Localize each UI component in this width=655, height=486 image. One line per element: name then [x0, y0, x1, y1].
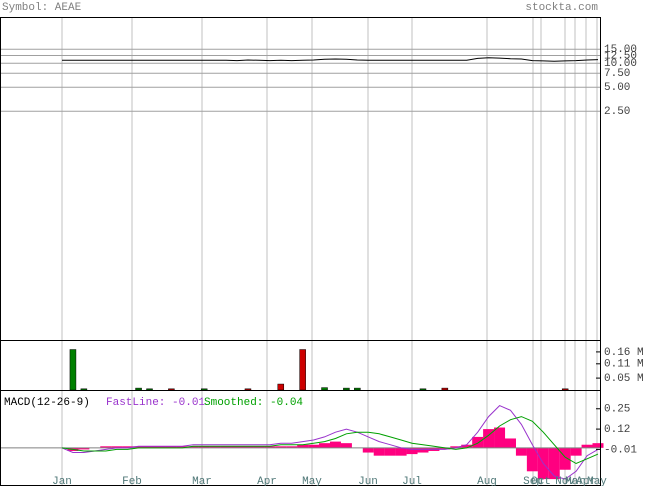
volume-bar — [343, 387, 350, 391]
histogram-bar — [559, 447, 571, 470]
histogram-bar — [264, 446, 276, 448]
price-line — [62, 57, 599, 62]
histogram-bar — [329, 441, 341, 448]
x-tick-label: May — [587, 476, 607, 486]
histogram-bar — [133, 446, 145, 448]
volume-bar — [244, 388, 252, 391]
histogram-bar — [78, 447, 90, 450]
histogram-bar — [220, 446, 232, 448]
x-tick-label: Jan — [52, 476, 72, 486]
histogram-bar — [111, 446, 123, 448]
histogram-bar — [144, 446, 156, 448]
histogram-bar — [592, 443, 604, 448]
price-frame — [0, 17, 601, 341]
volume-bar — [80, 388, 88, 391]
y-tick-label: 0.11 M — [604, 359, 644, 371]
volume-bar — [135, 387, 142, 391]
x-tick-label: Nov — [555, 476, 575, 486]
histogram-bar — [417, 447, 429, 453]
histogram-bar — [373, 447, 385, 456]
histogram-bar — [504, 438, 516, 448]
histogram-bar — [122, 446, 134, 448]
y-tick-label: 15.00 — [604, 44, 637, 56]
histogram-bar — [406, 447, 418, 455]
volume-bar — [321, 387, 328, 391]
x-tick-label: Apr — [257, 476, 277, 486]
histogram-bar — [209, 446, 221, 448]
volume-bar — [168, 388, 175, 391]
histogram-bar — [319, 443, 331, 448]
macd-line — [61, 405, 599, 480]
x-tick-label: Mar — [565, 476, 585, 486]
histogram-bar — [231, 446, 243, 448]
histogram-bar — [198, 446, 210, 448]
histogram-bar — [187, 446, 199, 448]
histogram-bar — [362, 447, 374, 453]
histogram-bar — [100, 446, 112, 448]
y-tick-label: 0.12 — [604, 424, 630, 436]
x-tick-label: Jun — [358, 476, 378, 486]
x-tick-label: Oct — [531, 476, 551, 486]
x-tick-label: May — [302, 476, 322, 486]
histogram-bar — [275, 446, 287, 448]
histogram-bar — [526, 447, 538, 472]
y-tick-label: 0.05 M — [604, 373, 644, 385]
histogram-bar — [450, 446, 462, 448]
y-tick-label: -0.01 — [604, 444, 637, 456]
marks — [0, 57, 604, 480]
volume-bar — [200, 388, 208, 391]
x-tick-label: Apr — [576, 476, 596, 486]
macd-title: MACD(12-26-9) — [4, 397, 90, 409]
volume-bar — [441, 387, 449, 391]
site: stockta.com — [525, 2, 598, 14]
x-tick-label: Mar — [192, 476, 212, 486]
histogram-bar — [253, 446, 265, 448]
x-tick-label: Feb — [122, 476, 142, 486]
volume-bar — [299, 349, 306, 391]
legend-entry: FastLine: -0.01 — [106, 397, 205, 409]
histogram-bar — [570, 447, 582, 456]
y-tick-label: 10.00 — [604, 58, 637, 70]
histogram-bar — [581, 444, 593, 448]
x-tick-label: Jul — [402, 476, 422, 486]
histogram-bar — [286, 446, 298, 448]
y-tick-label: 2.50 — [604, 106, 630, 118]
x-tick-label: Aug — [477, 476, 497, 486]
symbol: Symbol: AEAE — [2, 2, 82, 14]
volume-bar — [561, 388, 569, 391]
histogram-bar — [297, 444, 309, 448]
y-tick-label: 0.16 M — [604, 347, 644, 359]
histogram-bar — [395, 447, 407, 456]
x-tick-label: Sep — [523, 476, 543, 486]
histogram-bar — [483, 429, 495, 448]
histogram-bar — [548, 447, 560, 480]
legend-entry: Smoothed: -0.04 — [204, 397, 303, 409]
histogram-bar — [154, 446, 166, 448]
histogram-bar — [494, 427, 506, 448]
histogram-bar — [439, 447, 451, 450]
histogram-bar — [340, 443, 352, 448]
histogram-bar — [165, 446, 177, 448]
histogram-bar — [308, 444, 320, 448]
volume-bar — [146, 388, 153, 391]
y-tick-label: 7.50 — [604, 68, 630, 80]
y-tick-label: 5.00 — [604, 82, 630, 94]
volume-bar — [354, 387, 361, 391]
histogram-bar — [515, 447, 527, 456]
macd-line — [61, 416, 599, 465]
volume-bar — [419, 388, 427, 391]
histogram-bar — [384, 447, 396, 456]
histogram-bar — [176, 446, 188, 448]
histogram-bar — [242, 446, 254, 448]
grid — [0, 17, 600, 486]
histogram-bar — [461, 444, 473, 448]
volume-bar — [277, 383, 285, 391]
histogram-bar — [472, 436, 484, 448]
y-tick-label: 12.50 — [604, 50, 637, 62]
y-tick-label: 0.25 — [604, 404, 630, 416]
volume-bar — [69, 349, 77, 391]
